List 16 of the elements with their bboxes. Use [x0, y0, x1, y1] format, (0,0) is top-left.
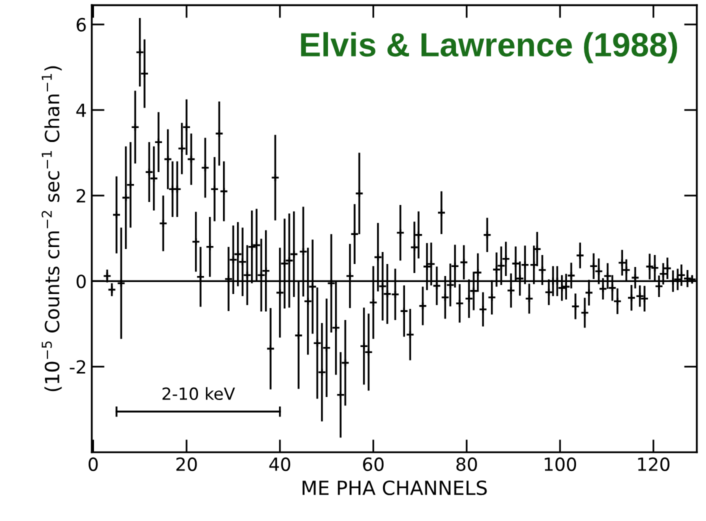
x-tick-label: 80 [456, 457, 477, 472]
y-tick-label: 0 [76, 274, 86, 288]
x-tick-label: 100 [544, 457, 576, 472]
x-axis-title: ME PHA CHANNELS [302, 480, 487, 496]
x-tick-label: 40 [269, 457, 290, 472]
text: Elvis & Lawrence (1988) [301, 32, 678, 64]
annotation: 2-10 keV [162, 387, 235, 400]
y-tick-label: 2 [76, 189, 86, 202]
y-tick-label: 6 [76, 18, 86, 32]
y-tick-label: -2 [70, 360, 86, 374]
y-tick-label: 4 [76, 104, 86, 117]
x-tick-label: 120 [638, 457, 670, 472]
text: (10$^{−5}$ Counts cm$^{−2}$ sec$^{−1}$ Chan$^{−1}$) [42, 66, 62, 392]
x-tick-label: 0 [88, 457, 98, 472]
x-tick-label: 20 [176, 457, 197, 472]
x-tick-label: 60 [363, 457, 384, 472]
